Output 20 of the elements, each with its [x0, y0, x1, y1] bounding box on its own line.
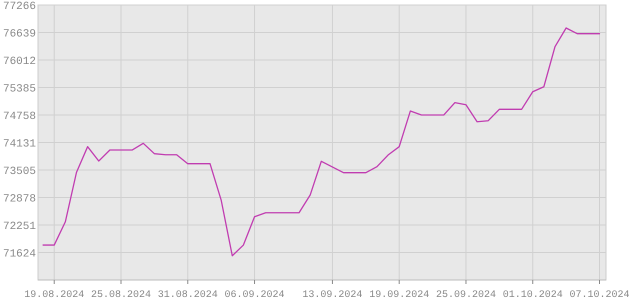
y-tick-label: 73505	[2, 166, 36, 178]
y-tick-label: 72878	[2, 193, 36, 206]
x-tick-label: 31.08.2024	[158, 290, 218, 300]
y-tick-label: 74131	[2, 138, 36, 151]
x-tick-label: 19.08.2024	[24, 290, 84, 300]
y-tick-label: 75385	[2, 84, 36, 96]
y-tick-label: 77266	[2, 1, 36, 13]
x-tick-label: 06.09.2024	[224, 290, 285, 300]
y-tick-label: 71624	[2, 248, 36, 260]
x-tick-label: 19.09.2024	[369, 290, 430, 300]
x-tick-label: 07.10.2024	[570, 290, 630, 300]
x-tick-label: 01.10.2024	[502, 290, 563, 300]
x-tick-label: 13.09.2024	[302, 290, 362, 300]
y-tick-label: 74758	[2, 111, 36, 124]
y-tick-label: 76639	[2, 28, 36, 41]
line-series	[42, 27, 600, 256]
y-tick-label: 76012	[2, 56, 36, 68]
x-tick-label: 25.09.2024	[436, 290, 496, 300]
x-tick-label: 25.08.2024	[90, 290, 152, 300]
y-tick-label: 72251	[2, 220, 36, 233]
